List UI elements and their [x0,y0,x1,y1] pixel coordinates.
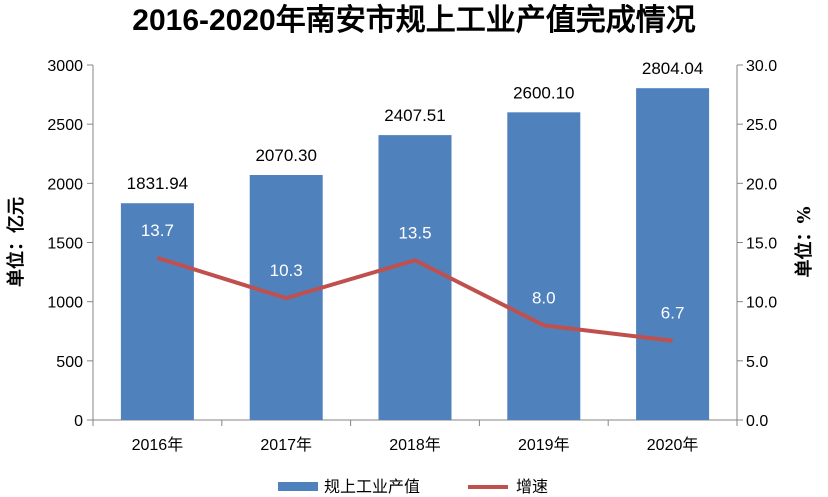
bar [378,135,452,420]
left-ticks: 0 500 1000 1500 2000 2500 3000 [47,58,93,430]
legend-bar-swatch [278,482,318,491]
line-series [156,255,673,343]
bar [507,112,581,420]
bar [636,88,710,420]
y-tick-label: 2000 [47,176,83,193]
y2-tick-label: 15.0 [746,236,777,253]
y-tick-label: 500 [56,354,83,371]
legend: 规上工业产值 增速 [278,477,548,496]
line-data-label: 8.0 [532,288,556,307]
bar-data-label: 2600.10 [513,83,574,102]
x-tick-label: 2017年 [260,436,312,454]
y-tick-label: 2500 [47,117,83,134]
line-data-labels: 13.7 10.3 13.5 8.0 6.7 [141,221,685,323]
x-tick-label: 2019年 [518,436,570,454]
y2-tick-label: 20.0 [746,176,777,193]
y2-tick-label: 30.0 [746,58,777,75]
y-tick-label: 1500 [47,236,83,253]
line-data-label: 10.3 [270,261,303,280]
right-ticks: 0.0 5.0 10.0 15.0 20.0 25.0 30.0 [737,58,777,430]
x-tick-label: 2020年 [647,436,699,454]
bar-data-label: 2804.04 [642,59,703,78]
x-ticks: 2016年 2017年 2018年 2019年 2020年 [92,420,738,454]
y-tick-label: 3000 [47,58,83,75]
y2-tick-label: 10.0 [746,295,777,312]
line-data-label: 13.7 [141,221,174,240]
line-data-label: 13.5 [398,223,431,242]
y2-tick-label: 5.0 [746,354,768,371]
x-tick-label: 2018年 [389,436,441,454]
chart-title: 2016-2020年南安市规上工业产值完成情况 [132,3,695,37]
y-axis-title: 单位：亿元 [5,197,27,287]
y-tick-label: 0 [74,413,83,430]
bar-data-labels: 1831.94 2070.30 2407.51 2600.10 2804.04 [127,59,704,193]
bar-data-label: 2070.30 [255,146,316,165]
bar-data-label: 2407.51 [384,106,445,125]
legend-bar-label: 规上工业产值 [324,477,420,496]
bar-data-label: 1831.94 [127,174,188,193]
line-data-label: 6.7 [661,304,685,323]
y2-axis-title: 单位：% [793,206,815,277]
y-tick-label: 1000 [47,295,83,312]
growth-line [156,255,673,343]
y2-tick-label: 25.0 [746,117,777,134]
bar-series [120,88,710,420]
y2-tick-label: 0.0 [746,413,768,430]
legend-line-label: 增速 [516,477,548,496]
x-tick-label: 2016年 [132,436,184,454]
bar [120,203,194,420]
